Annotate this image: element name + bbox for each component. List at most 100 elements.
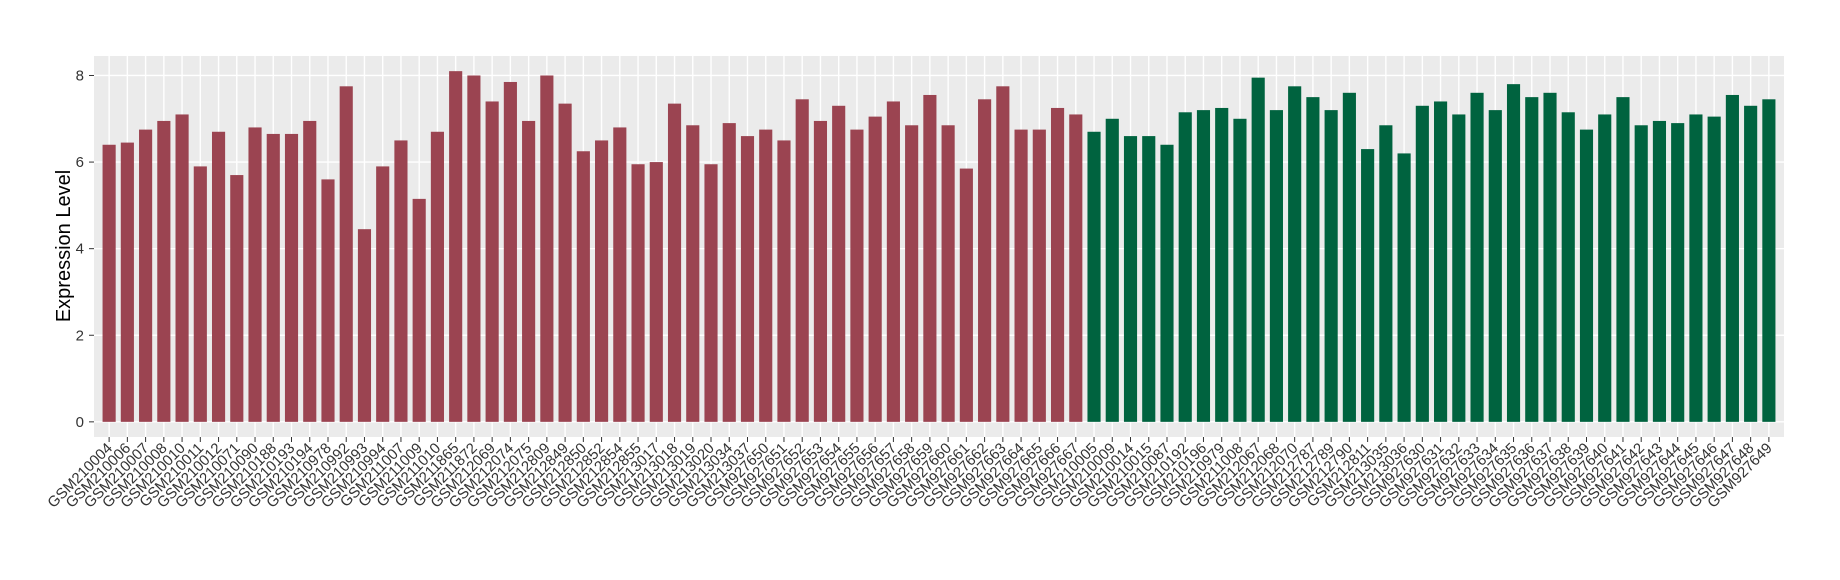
bar: [1014, 129, 1028, 422]
y-tick-label: 0: [76, 414, 84, 431]
bar: [813, 120, 828, 422]
bar: [1251, 77, 1265, 422]
bar: [1196, 110, 1211, 422]
bar: [941, 125, 955, 422]
bar: [1634, 125, 1648, 422]
bar: [284, 133, 299, 422]
bar: [759, 129, 773, 422]
bar: [1397, 153, 1411, 422]
bar: [631, 164, 645, 422]
bar: [722, 123, 736, 422]
bar: [850, 129, 864, 422]
bar: [1233, 118, 1247, 422]
bar: [1050, 107, 1065, 422]
bar: [102, 144, 116, 422]
bar: [1616, 97, 1630, 422]
bar: [649, 162, 663, 422]
bar: [1032, 129, 1046, 422]
bar: [467, 75, 481, 422]
bar: [1178, 112, 1192, 422]
bar: [248, 127, 262, 422]
bar: [1105, 118, 1119, 422]
bar: [1434, 101, 1448, 422]
bar: [157, 120, 171, 422]
bar: [886, 101, 900, 422]
bar: [376, 166, 390, 422]
y-axis-title: Expression Level: [53, 170, 75, 322]
bar: [211, 131, 226, 422]
y-tick-label: 6: [76, 154, 84, 171]
bar: [1579, 129, 1594, 422]
bar: [1707, 116, 1721, 422]
bar: [795, 99, 809, 422]
bar: [1671, 123, 1685, 422]
bar: [905, 125, 919, 422]
bar: [1087, 131, 1101, 422]
bar: [1160, 144, 1174, 422]
bar: [1762, 99, 1776, 422]
y-tick-label: 4: [76, 241, 84, 258]
bar: [1342, 92, 1356, 422]
bar: [449, 71, 463, 422]
bar: [1069, 114, 1083, 422]
bar: [740, 136, 755, 422]
bar: [978, 99, 992, 422]
bar: [1543, 92, 1557, 422]
bar: [1361, 149, 1375, 422]
y-tick-label: 2: [76, 327, 84, 344]
bar: [321, 179, 335, 422]
bar: [558, 103, 572, 422]
bar: [832, 105, 846, 422]
bar: [686, 125, 700, 422]
bar: [613, 127, 627, 422]
bar: [595, 140, 609, 422]
bar: [266, 133, 280, 422]
bar: [230, 175, 244, 422]
bar: [704, 164, 718, 422]
bar: [1598, 114, 1612, 422]
plot-background: [94, 56, 1784, 437]
bar: [576, 151, 590, 422]
bar: [959, 168, 973, 422]
bar: [193, 166, 207, 422]
bar: [522, 120, 536, 422]
bar: [1379, 125, 1393, 422]
bar: [139, 129, 153, 422]
bar: [339, 86, 353, 422]
bar: [1269, 110, 1283, 422]
bar: [1744, 105, 1758, 422]
bar: [1488, 110, 1502, 422]
bar: [1525, 97, 1539, 422]
bar: [1652, 120, 1667, 422]
bar: [996, 86, 1010, 422]
bar: [1324, 110, 1338, 422]
bar: [1561, 112, 1575, 422]
bar: [357, 229, 372, 422]
bar: [1415, 105, 1429, 422]
bar: [120, 142, 134, 422]
bar: [777, 140, 791, 422]
bar: [430, 131, 444, 422]
bar: [1215, 107, 1229, 422]
bar: [540, 75, 554, 422]
bar: [485, 101, 499, 422]
bar: [1470, 92, 1484, 422]
bar: [394, 140, 408, 422]
bar: [303, 120, 317, 422]
bar: [1506, 84, 1521, 422]
bar: [1306, 97, 1320, 422]
bar: [1123, 136, 1138, 422]
bar: [667, 103, 682, 422]
bar: [175, 114, 189, 422]
bar: [1288, 86, 1302, 422]
bar: [1142, 136, 1156, 422]
bar: [1725, 94, 1739, 422]
y-tick-label: 8: [76, 67, 84, 84]
bar: [923, 94, 937, 422]
bar: [503, 81, 517, 422]
bar: [1689, 114, 1703, 422]
bar: [868, 116, 882, 422]
bar: [412, 198, 426, 422]
